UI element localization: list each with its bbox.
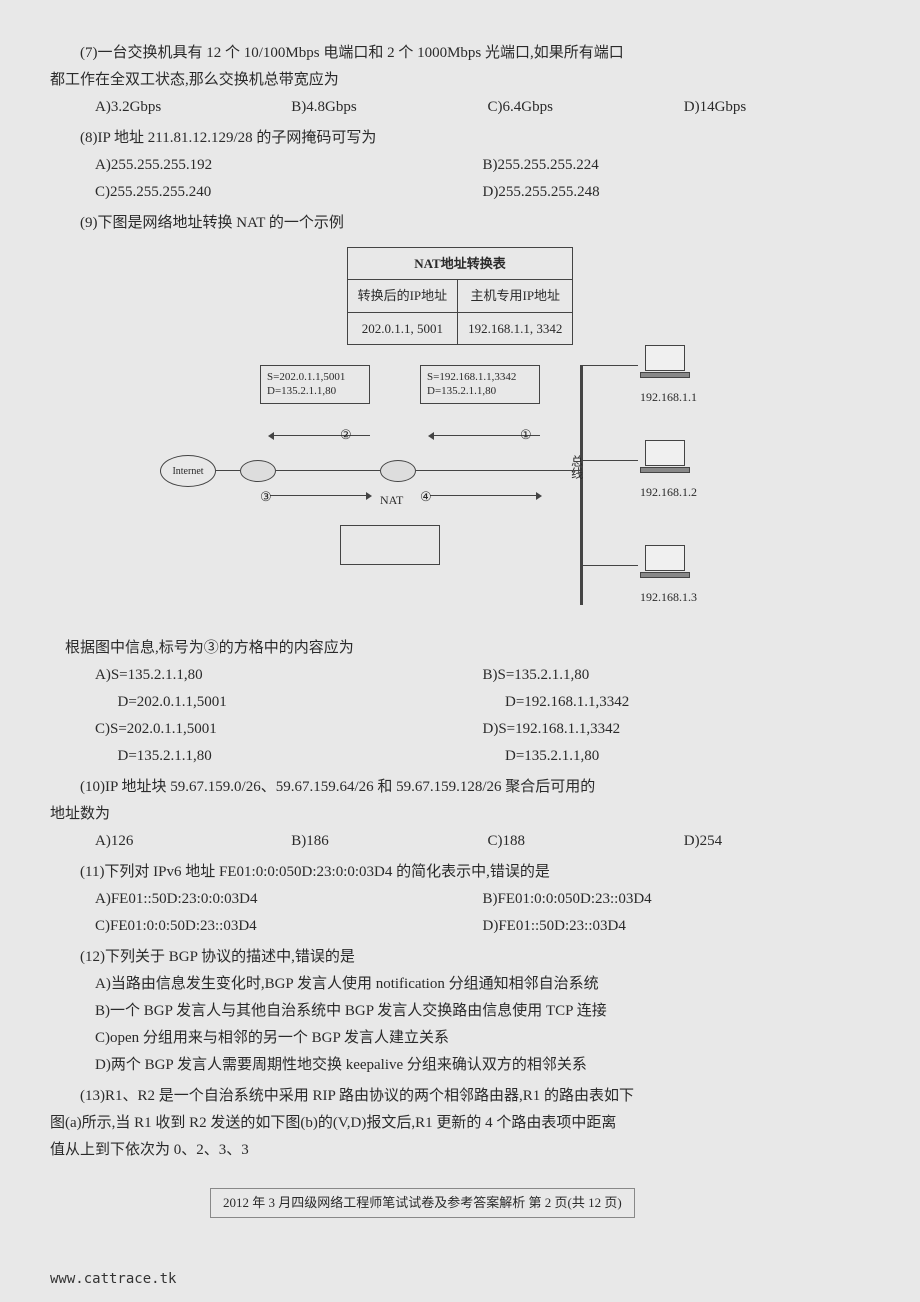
nat-label: NAT	[380, 490, 403, 512]
q7-options: A)3.2Gbps B)4.8Gbps C)6.4Gbps D)14Gbps	[50, 94, 870, 121]
q8-opt-a: A)255.255.255.192	[95, 152, 483, 179]
computer-icon-2	[640, 440, 690, 476]
host1-ip: 192.168.1.1	[640, 387, 697, 409]
link-2	[583, 460, 638, 461]
box2-s: S=192.168.1.1,3342	[427, 370, 533, 384]
question-7: (7)一台交换机具有 12 个 10/100Mbps 电端口和 2 个 1000…	[50, 40, 870, 121]
link-r1-r2	[276, 470, 380, 471]
q13-text3: 值从上到下依次为 0、2、3、3	[50, 1137, 870, 1164]
q9-text: (9)下图是网络地址转换 NAT 的一个示例	[50, 210, 870, 237]
page-footer: 2012 年 3 月四级网络工程师笔试试卷及参考答案解析 第 2 页(共 12 …	[210, 1188, 635, 1217]
website-label: www.cattrace.tk	[50, 1267, 176, 1292]
q7-opt-b: B)4.8Gbps	[291, 94, 477, 121]
q8-options: A)255.255.255.192 B)255.255.255.224 C)25…	[50, 152, 870, 206]
q7-text-line2: 都工作在全双工状态,那么交换机总带宽应为	[50, 67, 870, 94]
link-3	[583, 565, 638, 566]
box1-d: D=135.2.1.1,80	[267, 384, 363, 398]
q9-opt-b2: D=192.168.1.1,3342	[483, 689, 871, 716]
q10-opt-c: C)188	[488, 828, 674, 855]
question-13: (13)R1、R2 是一个自治系统中采用 RIP 路由协议的两个相邻路由器,R1…	[50, 1083, 870, 1164]
box1-s: S=202.0.1.1,5001	[267, 370, 363, 384]
q13-text2: 图(a)所示,当 R1 收到 R2 发送的如下图(b)的(V,D)报文后,R1 …	[50, 1110, 870, 1137]
q10-opt-a: A)126	[95, 828, 281, 855]
box2-d: D=135.2.1.1,80	[427, 384, 533, 398]
q8-opt-d: D)255.255.255.248	[483, 179, 871, 206]
q9-opt-c2: D=135.2.1.1,80	[95, 743, 483, 770]
nat-table-title: NAT地址转换表	[347, 248, 573, 280]
packet-box-1: S=202.0.1.1,5001 D=135.2.1.1,80	[260, 365, 370, 404]
q11-options: A)FE01::50D:23:0:0:03D4 B)FE01:0:0:050D:…	[50, 886, 870, 940]
nat-col2: 主机专用IP地址	[458, 280, 573, 312]
q7-text-line1: (7)一台交换机具有 12 个 10/100Mbps 电端口和 2 个 1000…	[50, 40, 870, 67]
internet-icon: Internet	[160, 455, 216, 487]
link-1	[583, 365, 638, 366]
q11-opt-a: A)FE01::50D:23:0:0:03D4	[95, 886, 483, 913]
q9-opt-c1: C)S=202.0.1.1,5001	[95, 716, 483, 743]
q9-opt-b1: B)S=135.2.1.1,80	[483, 662, 871, 689]
q10-opt-b: B)186	[291, 828, 477, 855]
nat-diagram: NAT地址转换表 转换后的IP地址 主机专用IP地址 202.0.1.1, 50…	[160, 247, 760, 625]
question-8: (8)IP 地址 211.81.12.129/28 的子网掩码可写为 A)255…	[50, 125, 870, 206]
q10-text1: (10)IP 地址块 59.67.159.0/26、59.67.159.64/2…	[50, 774, 870, 801]
circle-4: ④	[420, 485, 432, 508]
q11-opt-c: C)FE01:0:0:50D:23::03D4	[95, 913, 483, 940]
q10-options: A)126 B)186 C)188 D)254	[50, 828, 870, 855]
nat-r1c2: 192.168.1.1, 3342	[458, 312, 573, 344]
bus-label: 总线	[565, 455, 587, 479]
nat-r1c1: 202.0.1.1, 5001	[347, 312, 458, 344]
packet-box-2: S=192.168.1.1,3342 D=135.2.1.1,80	[420, 365, 540, 404]
arrow-3	[270, 495, 370, 496]
circle-3: ③	[260, 485, 272, 508]
internet-label: Internet	[172, 466, 203, 477]
q9-opt-d1: D)S=192.168.1.1,3342	[483, 716, 871, 743]
q12-options: A)当路由信息发生变化时,BGP 发言人使用 notification 分组通知…	[50, 971, 870, 1079]
arrow-4	[430, 495, 540, 496]
q9-opt-d2: D=135.2.1.1,80	[483, 743, 871, 770]
q10-opt-d: D)254	[684, 828, 870, 855]
q9-followup: 根据图中信息,标号为③的方格中的内容应为	[50, 635, 870, 662]
nat-col1: 转换后的IP地址	[347, 280, 458, 312]
q7-opt-d: D)14Gbps	[684, 94, 870, 121]
arrow-2	[270, 435, 370, 436]
link-internet-r1	[216, 470, 240, 471]
q9-opt-a2: D=202.0.1.1,5001	[95, 689, 483, 716]
question-10: (10)IP 地址块 59.67.159.0/26、59.67.159.64/2…	[50, 774, 870, 855]
q7-opt-c: C)6.4Gbps	[488, 94, 674, 121]
q12-opt-b: B)一个 BGP 发言人与其他自治系统中 BGP 发言人交换路由信息使用 TCP…	[95, 998, 870, 1025]
q8-text: (8)IP 地址 211.81.12.129/28 的子网掩码可写为	[50, 125, 870, 152]
q11-text: (11)下列对 IPv6 地址 FE01:0:0:050D:23:0:0:03D…	[50, 859, 870, 886]
computer-icon-3	[640, 545, 690, 581]
q12-opt-d: D)两个 BGP 发言人需要周期性地交换 keepalive 分组来确认双方的相…	[95, 1052, 870, 1079]
q13-text1: (13)R1、R2 是一个自治系统中采用 RIP 路由协议的两个相邻路由器,R1…	[50, 1083, 870, 1110]
q11-opt-d: D)FE01::50D:23::03D4	[483, 913, 871, 940]
bus-line	[580, 365, 583, 605]
q11-opt-b: B)FE01:0:0:050D:23::03D4	[483, 886, 871, 913]
q9-options: A)S=135.2.1.1,80 B)S=135.2.1.1,80 D=202.…	[50, 662, 870, 770]
question-11: (11)下列对 IPv6 地址 FE01:0:0:050D:23:0:0:03D…	[50, 859, 870, 940]
question-9: (9)下图是网络地址转换 NAT 的一个示例 NAT地址转换表 转换后的IP地址…	[50, 210, 870, 770]
empty-packet-box	[340, 525, 440, 565]
q9-opt-a1: A)S=135.2.1.1,80	[95, 662, 483, 689]
router-icon-1	[240, 460, 276, 482]
q8-opt-b: B)255.255.255.224	[483, 152, 871, 179]
q10-text2: 地址数为	[50, 801, 870, 828]
q7-opt-a: A)3.2Gbps	[95, 94, 281, 121]
q12-text: (12)下列关于 BGP 协议的描述中,错误的是	[50, 944, 870, 971]
host3-ip: 192.168.1.3	[640, 587, 697, 609]
host2-ip: 192.168.1.2	[640, 482, 697, 504]
circle-2: ②	[340, 423, 352, 446]
nat-table: NAT地址转换表 转换后的IP地址 主机专用IP地址 202.0.1.1, 50…	[347, 247, 574, 345]
q8-opt-c: C)255.255.255.240	[95, 179, 483, 206]
circle-1: ①	[520, 423, 532, 446]
link-nat-bus	[416, 470, 580, 471]
q12-opt-a: A)当路由信息发生变化时,BGP 发言人使用 notification 分组通知…	[95, 971, 870, 998]
computer-icon-1	[640, 345, 690, 381]
question-12: (12)下列关于 BGP 协议的描述中,错误的是 A)当路由信息发生变化时,BG…	[50, 944, 870, 1079]
q12-opt-c: C)open 分组用来与相邻的另一个 BGP 发言人建立关系	[95, 1025, 870, 1052]
router-icon-2	[380, 460, 416, 482]
